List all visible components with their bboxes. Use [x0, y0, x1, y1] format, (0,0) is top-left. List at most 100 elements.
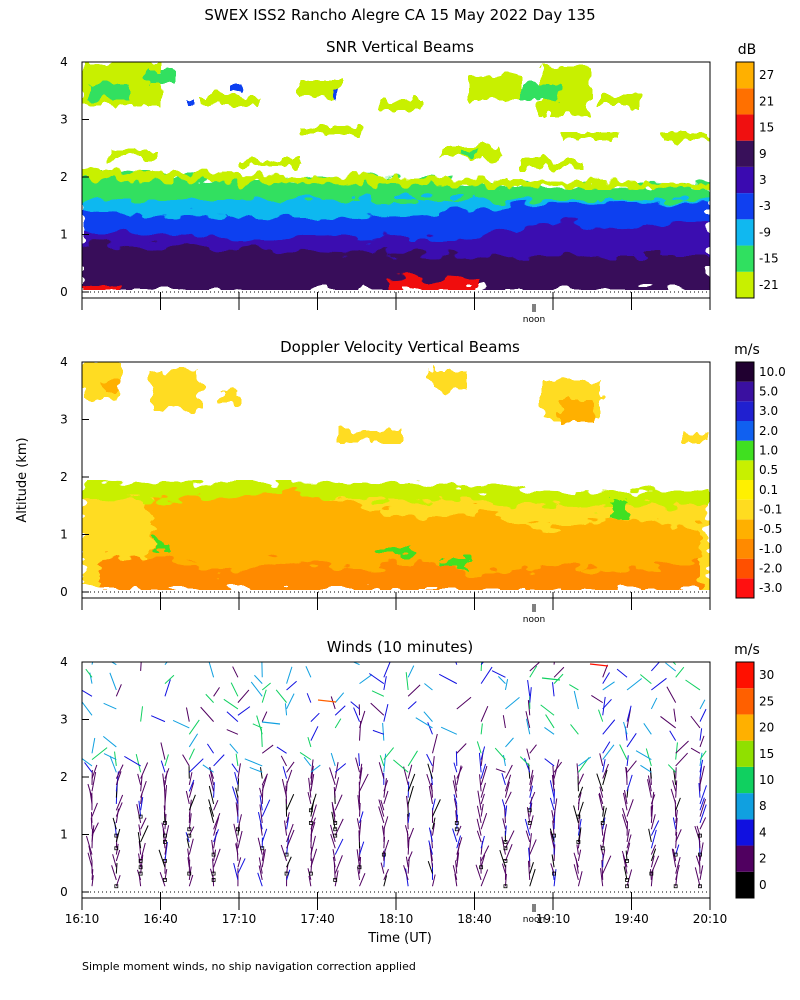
winds-colorbar-frame — [735, 661, 755, 899]
wind-barb — [626, 869, 633, 887]
wind-barb — [650, 869, 652, 880]
wind-barb — [164, 825, 170, 843]
doppler-colorbar-swatch — [736, 558, 754, 579]
calm-wind-marker — [138, 859, 143, 863]
wind-barb — [235, 802, 239, 817]
snr-colorbar: dB -21 -15 -9 -3 3 9 15 21 27 — [735, 42, 779, 299]
wind-barb — [640, 674, 652, 685]
wind-barb — [602, 672, 610, 684]
wind-barb — [456, 743, 467, 754]
snr-colorbar-swatch — [736, 88, 754, 115]
doppler-colorbar-swatch — [736, 480, 754, 500]
wind-barb — [383, 753, 387, 773]
doppler-x-axis: noon — [81, 592, 711, 625]
wind-barb — [286, 812, 290, 824]
wind-barb — [529, 662, 540, 672]
wind-barb — [675, 752, 688, 767]
doppler-colorbar-label: 1.0 — [759, 444, 778, 458]
wind-barb — [650, 855, 655, 868]
wind-barb — [371, 690, 385, 697]
winds-colorbar-label: 25 — [759, 694, 774, 708]
calm-wind-marker — [138, 865, 143, 870]
snr-colorbar-swatch — [736, 114, 754, 141]
wind-barb — [230, 682, 239, 697]
wind-barb — [479, 774, 482, 792]
wind-barb — [675, 829, 682, 843]
wind-barb — [286, 761, 295, 773]
calm-wind-marker — [114, 846, 119, 851]
wind-barb — [233, 823, 239, 843]
wind-barb — [529, 744, 537, 754]
winds-colorbar-label: 10 — [759, 773, 774, 787]
wind-barb — [528, 847, 531, 861]
wind-barb — [352, 662, 360, 666]
wind-barb — [359, 811, 364, 824]
wind-barb — [330, 833, 336, 849]
wind-barb — [115, 802, 123, 817]
wind-barb — [660, 716, 676, 729]
snr-colorbar-label: -21 — [759, 278, 779, 292]
calm-wind-marker — [284, 871, 289, 876]
wind-barb — [208, 799, 215, 817]
wind-barb — [602, 698, 612, 710]
wind-barb — [208, 774, 215, 792]
winds-panel: Winds (10 minutes) 0 1 2 3 4 16:10 16:40 17:10… — [60, 638, 774, 926]
wind-barb — [698, 853, 701, 874]
wind-barb — [504, 843, 513, 862]
wind-barb — [91, 802, 98, 817]
wind-barb — [212, 858, 215, 874]
time-axis-label: Time (UT) — [367, 931, 432, 946]
wind-barb — [667, 764, 677, 773]
wind-barb — [480, 803, 484, 817]
wind-barb — [407, 665, 415, 678]
calm-wind-marker — [211, 852, 216, 857]
doppler-colorbar-label: 2.0 — [759, 424, 778, 438]
wind-barb — [257, 812, 263, 830]
wind-barb — [188, 866, 192, 880]
wind-barb — [675, 797, 681, 811]
wind-barb — [524, 818, 531, 836]
wind-barb — [552, 820, 555, 836]
wind-barb — [675, 809, 678, 823]
wind-barb — [647, 775, 652, 792]
wind-barb — [553, 761, 563, 773]
wind-barb — [275, 689, 287, 703]
wind-barb — [188, 719, 200, 735]
wind-barb — [529, 791, 536, 805]
wind-barb — [602, 824, 608, 843]
wind-barb — [188, 748, 195, 760]
wind-barb — [626, 774, 633, 792]
wind-barb — [545, 714, 555, 729]
wind-barb — [231, 786, 239, 805]
wind-barb — [650, 662, 661, 672]
wind-barb — [529, 802, 533, 817]
winds-xtick-label: 16:10 — [65, 912, 100, 926]
wind-barb — [602, 759, 606, 773]
wind-barb — [602, 719, 616, 735]
wind-barb — [286, 693, 295, 710]
wind-barb — [286, 829, 295, 849]
calm-wind-marker — [673, 852, 678, 857]
wind-barb — [205, 693, 214, 703]
snr-panel: SNR Vertical Beams 0 1 2 3 4 noon dB -21 -15 -9… — [60, 38, 778, 325]
calm-wind-marker — [333, 878, 338, 882]
wind-barb — [87, 852, 93, 868]
doppler-colorbar-label: -0.5 — [759, 522, 782, 536]
winds-colorbar-swatch — [736, 819, 754, 846]
wind-barb — [383, 816, 389, 830]
wind-barb — [383, 868, 389, 881]
wind-barb — [504, 764, 513, 779]
wind-barb — [261, 849, 265, 861]
snr-colorbar-label: 27 — [759, 68, 774, 82]
wind-barb — [334, 763, 347, 773]
wind-barb — [135, 754, 142, 773]
wind-barb — [91, 875, 94, 887]
wind-barb — [428, 827, 433, 843]
wind-barb — [432, 799, 441, 817]
wind-barb — [164, 754, 169, 767]
snr-colorbar-swatch — [736, 193, 754, 220]
wind-barb — [172, 719, 190, 729]
wind-barb — [651, 677, 667, 691]
wind-barb — [601, 860, 604, 880]
wind-barb — [213, 812, 221, 830]
